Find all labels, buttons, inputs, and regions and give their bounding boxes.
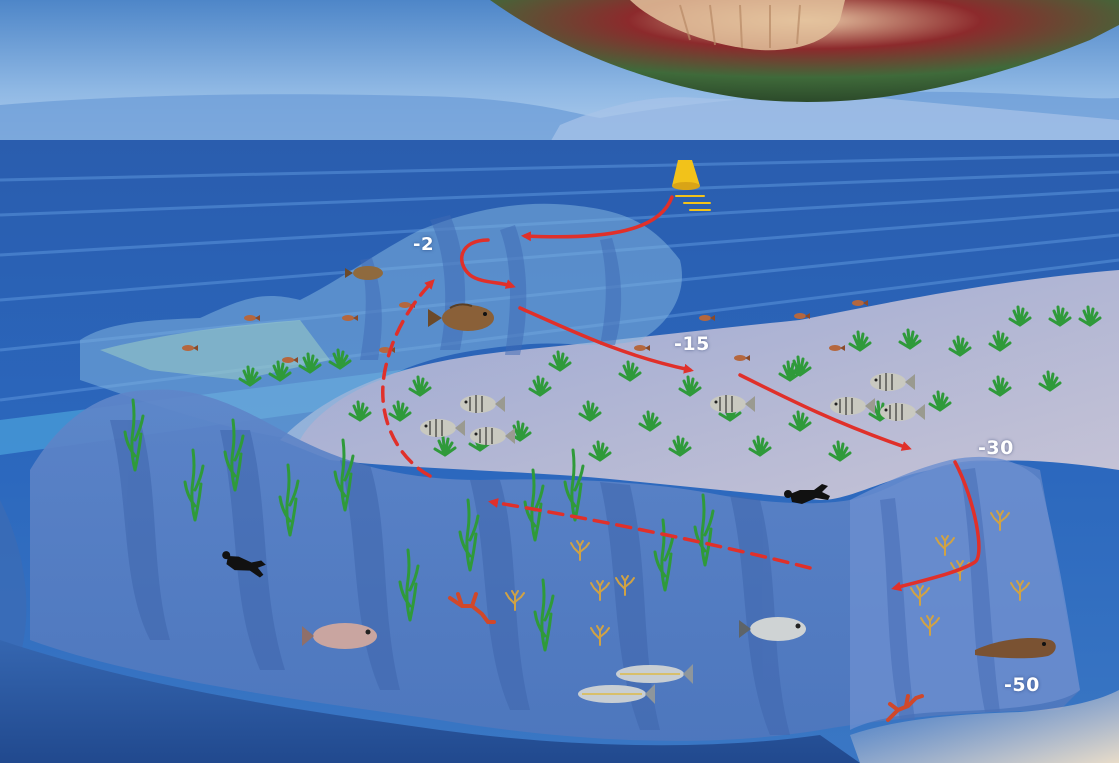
small-grouper-icon: [345, 266, 383, 280]
amberjack-icon: [616, 664, 693, 684]
depth-label-15m: -15: [674, 333, 710, 355]
amberjack-icon-2: [578, 684, 655, 704]
lobster-icon-2: [886, 694, 924, 722]
grouper-icon: [428, 303, 494, 331]
dive-route: [381, 195, 981, 592]
depth-label-30m: -30: [978, 437, 1014, 459]
bream-icon: [739, 617, 806, 641]
dentex-icon: [302, 623, 377, 649]
lobster-icon: [448, 592, 496, 624]
reef-photo-inset: [490, 0, 1119, 102]
moray-eel-icon: [975, 638, 1056, 659]
depth-label-50m: -50: [1004, 674, 1040, 696]
depth-label-2m: -2: [413, 234, 434, 255]
buoy-icon: [672, 160, 711, 211]
